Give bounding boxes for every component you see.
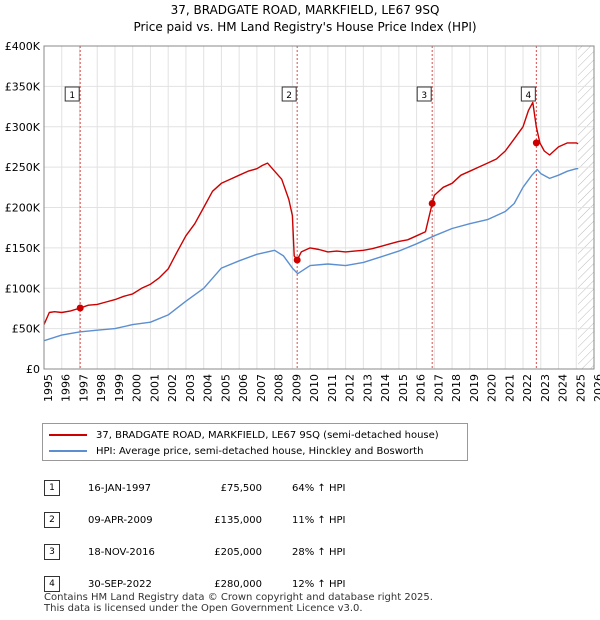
- sale-hpi-delta: 11% ↑ HPI: [292, 514, 346, 526]
- x-tick-label: 2009: [290, 374, 303, 402]
- x-tick-label: 2023: [539, 374, 552, 402]
- x-tick-label: 2001: [148, 374, 161, 402]
- x-tick-label: 2015: [397, 374, 410, 402]
- sale-date: 09-APR-2009: [88, 514, 153, 526]
- y-tick-label: £200K: [5, 202, 41, 215]
- x-tick-label: 2004: [202, 374, 215, 402]
- sale-point: [293, 256, 301, 264]
- series-line-hpi: [44, 168, 578, 342]
- x-tick-label: 2022: [521, 374, 534, 402]
- x-tick-label: 2002: [166, 374, 179, 402]
- sale-label-box: [520, 86, 536, 102]
- table-row: 1 16-JAN-1997 £75,500 64% ↑ HPI: [44, 472, 412, 504]
- footer-line1: Contains HM Land Registry data © Crown c…: [44, 592, 433, 603]
- x-tick-label: 2000: [131, 374, 144, 402]
- sale-point: [76, 304, 84, 312]
- legend-label-hpi: HPI: Average price, semi-detached house,…: [96, 445, 424, 457]
- x-tick-label: 2013: [361, 374, 374, 402]
- x-tick-label: 2007: [255, 374, 268, 402]
- y-tick-label: £150K: [5, 242, 41, 255]
- chart-legend: 37, BRADGATE ROAD, MARKFIELD, LE67 9SQ (…: [42, 423, 468, 461]
- legend-swatch-hpi: [49, 450, 87, 452]
- x-tick-label: 2014: [379, 374, 392, 402]
- sale-hpi-delta: 64% ↑ HPI: [292, 482, 346, 494]
- legend-item-property: 37, BRADGATE ROAD, MARKFIELD, LE67 9SQ (…: [49, 427, 439, 443]
- x-tick-label: 2010: [308, 374, 321, 402]
- price-chart: 37, BRADGATE ROAD, MARKFIELD, LE67 9SQ P…: [5, 3, 600, 402]
- legend-label-property: 37, BRADGATE ROAD, MARKFIELD, LE67 9SQ (…: [96, 429, 439, 441]
- table-row: 4 30-SEP-2022 £280,000 12% ↑ HPI: [44, 568, 412, 600]
- chart-title-line2: Price paid vs. HM Land Registry's House …: [133, 20, 476, 34]
- table-row: 2 09-APR-2009 £135,000 11% ↑ HPI: [44, 504, 412, 536]
- x-tick-label: 2005: [219, 374, 232, 402]
- sales-table: 1 16-JAN-1997 £75,500 64% ↑ HPI 2 09-APR…: [44, 472, 412, 600]
- sale-price: £205,000: [214, 546, 262, 558]
- x-tick-label: 2019: [468, 374, 481, 402]
- sale-hpi-delta: 12% ↑ HPI: [292, 578, 346, 590]
- x-tick-label: 2017: [432, 374, 445, 402]
- legend-item-hpi: HPI: Average price, semi-detached house,…: [49, 443, 423, 459]
- sale-number-badge: 4: [44, 576, 60, 592]
- table-row: 3 18-NOV-2016 £205,000 28% ↑ HPI: [44, 536, 412, 568]
- sale-label-box: [64, 86, 80, 102]
- sale-label-box: [281, 86, 297, 102]
- footer-attribution: Contains HM Land Registry data © Crown c…: [44, 592, 433, 614]
- x-tick-label: 2006: [237, 374, 250, 402]
- sale-date: 30-SEP-2022: [88, 578, 152, 590]
- x-tick-label: 2003: [184, 374, 197, 402]
- x-tick-label: 2012: [344, 374, 357, 402]
- x-tick-label: 2016: [415, 374, 428, 402]
- y-tick-label: £50K: [12, 323, 41, 336]
- y-tick-label: £100K: [5, 282, 41, 295]
- x-tick-label: 1999: [113, 374, 126, 402]
- series-line-property: [44, 101, 579, 325]
- x-tick-label: 2020: [486, 374, 499, 402]
- x-tick-label: 1995: [42, 374, 55, 402]
- x-tick-label: 2026: [592, 374, 600, 402]
- sale-point: [532, 139, 540, 147]
- sale-price: £280,000: [214, 578, 262, 590]
- sale-label-box: [416, 86, 432, 102]
- x-tick-label: 2011: [326, 374, 339, 402]
- x-tick-label: 1996: [60, 374, 73, 402]
- x-tick-label: 1998: [95, 374, 108, 402]
- sale-number-badge: 1: [44, 480, 60, 496]
- x-tick-label: 2008: [273, 374, 286, 402]
- x-tick-label: 2024: [557, 374, 570, 402]
- sale-price: £135,000: [214, 514, 262, 526]
- x-tick-label: 2018: [450, 374, 463, 402]
- legend-swatch-property: [49, 434, 87, 436]
- x-tick-label: 2021: [503, 374, 516, 402]
- sale-price: £75,500: [220, 482, 262, 494]
- x-tick-label: 2025: [574, 374, 587, 402]
- y-tick-label: £300K: [5, 121, 41, 134]
- sale-date: 16-JAN-1997: [88, 482, 152, 494]
- sale-number-badge: 2: [44, 512, 60, 528]
- sale-label-number: 4: [525, 91, 531, 101]
- sale-label-number: 1: [69, 91, 75, 101]
- sale-label-number: 3: [421, 91, 427, 101]
- chart-title-line1: 37, BRADGATE ROAD, MARKFIELD, LE67 9SQ: [171, 3, 440, 17]
- y-tick-label: £400K: [5, 40, 41, 53]
- y-tick-label: £350K: [5, 80, 41, 93]
- y-tick-label: £0: [26, 363, 40, 376]
- sale-hpi-delta: 28% ↑ HPI: [292, 546, 346, 558]
- x-tick-label: 1997: [77, 374, 90, 402]
- sale-date: 18-NOV-2016: [88, 546, 155, 558]
- plot-frame: [43, 45, 595, 370]
- sale-point: [428, 199, 436, 207]
- y-tick-label: £250K: [5, 161, 41, 174]
- sale-label-number: 2: [286, 91, 292, 101]
- sale-number-badge: 3: [44, 544, 60, 560]
- footer-line2: This data is licensed under the Open Gov…: [44, 603, 363, 614]
